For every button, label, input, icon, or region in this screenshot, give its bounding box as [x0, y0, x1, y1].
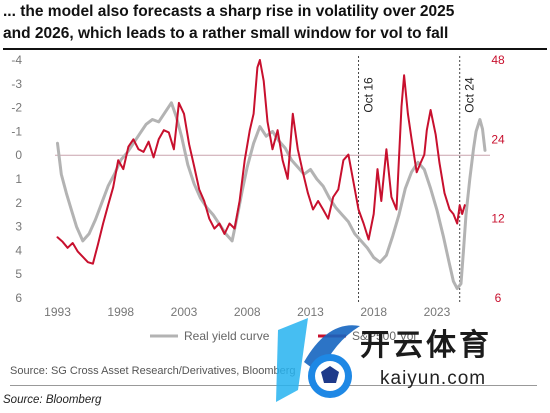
- chart-title-line-1: ... the model also forecasts a sharp ris…: [3, 3, 455, 20]
- legend-label-sp500-vol: S&P500 Vol: [352, 329, 416, 343]
- right-axis-tick-label: 12: [491, 212, 505, 226]
- left-axis-tick-label: 1: [15, 172, 22, 186]
- right-axis-tick-label: 6: [495, 291, 502, 305]
- chart-title-line-2: and 2026, which leads to a rather small …: [3, 25, 449, 42]
- left-axis-tick-label: -2: [11, 101, 22, 115]
- left-axis-tick-label: -4: [11, 53, 22, 67]
- image-caption: Source: Bloomberg: [3, 394, 102, 406]
- left-axis-tick-label: 0: [15, 148, 22, 162]
- right-axis-tick-label: 24: [491, 132, 505, 146]
- chart-source-note: Source: SG Cross Asset Research/Derivati…: [10, 365, 296, 377]
- real-yield-curve-line: [56, 101, 487, 290]
- x-axis-tick-label: 2013: [297, 305, 324, 319]
- event-marker-label: Oct 16: [362, 77, 376, 113]
- source-divider: [10, 385, 537, 386]
- title-divider: [3, 48, 547, 50]
- event-marker-label: Oct 24: [463, 77, 477, 113]
- x-axis-tick-label: 2008: [234, 305, 261, 319]
- left-axis-tick-label: 5: [15, 267, 22, 281]
- left-axis-tick-label: 6: [15, 291, 22, 305]
- watermark-chinese-text: 开云体育: [360, 328, 492, 363]
- left-axis-tick-label: 2: [15, 196, 22, 210]
- sp500-vol-line: [56, 59, 466, 265]
- x-axis-tick-label: 1998: [107, 305, 134, 319]
- chart-title: ... the model also forecasts a sharp ris…: [3, 1, 547, 45]
- watermark-latin-text: kaiyun.com: [380, 368, 487, 389]
- left-axis-tick-label: -3: [11, 77, 22, 91]
- watermark-emblem-icon: [276, 318, 360, 402]
- left-axis-tick-label: 4: [15, 243, 22, 257]
- x-axis-tick-label: 2023: [424, 305, 451, 319]
- x-axis-tick-label: 2003: [171, 305, 198, 319]
- right-axis-tick-label: 48: [491, 53, 505, 67]
- x-axis-tick-label: 1993: [44, 305, 71, 319]
- legend-label-real-yield: Real yield curve: [184, 329, 270, 343]
- x-axis-tick-label: 2018: [360, 305, 387, 319]
- left-axis-tick-label: 3: [15, 220, 22, 234]
- left-axis-tick-label: -1: [11, 124, 22, 138]
- watermark-logo: 开云体育 kaiyun.com: [268, 312, 550, 412]
